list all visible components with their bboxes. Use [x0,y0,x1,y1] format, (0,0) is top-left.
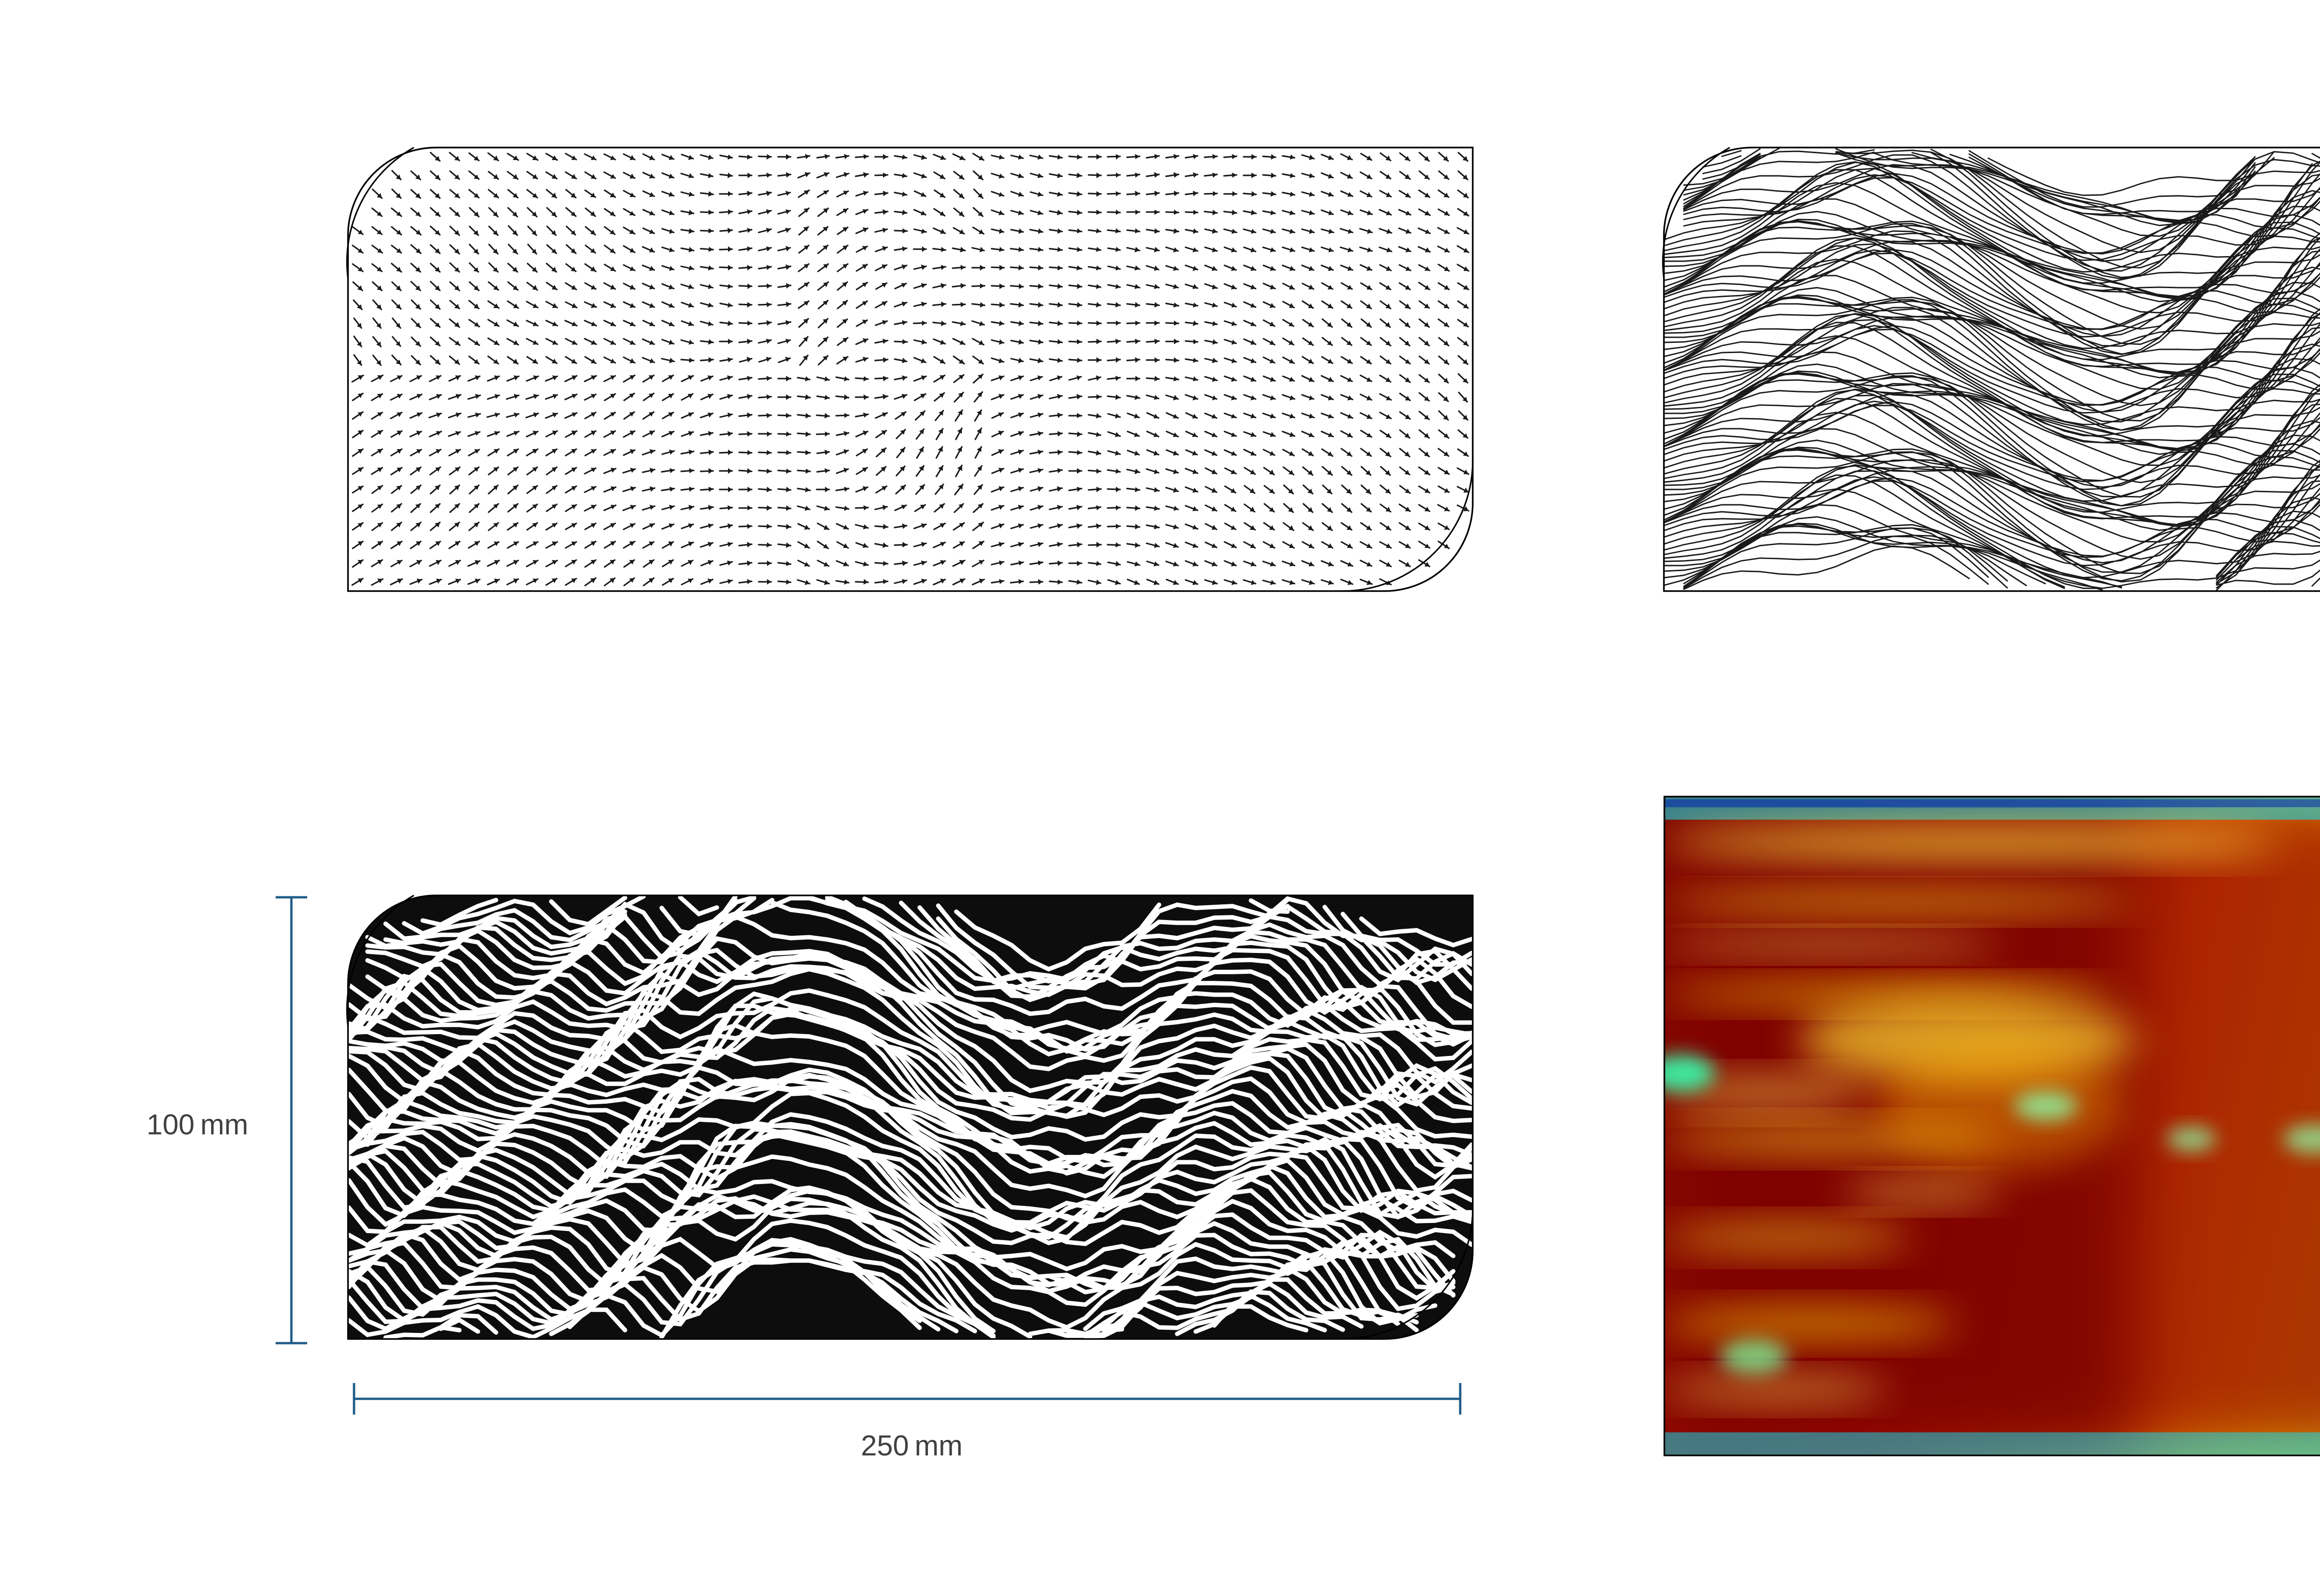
svg-text:250 mm: 250 mm [861,1430,962,1462]
svg-text:100 mm: 100 mm [147,1109,248,1141]
